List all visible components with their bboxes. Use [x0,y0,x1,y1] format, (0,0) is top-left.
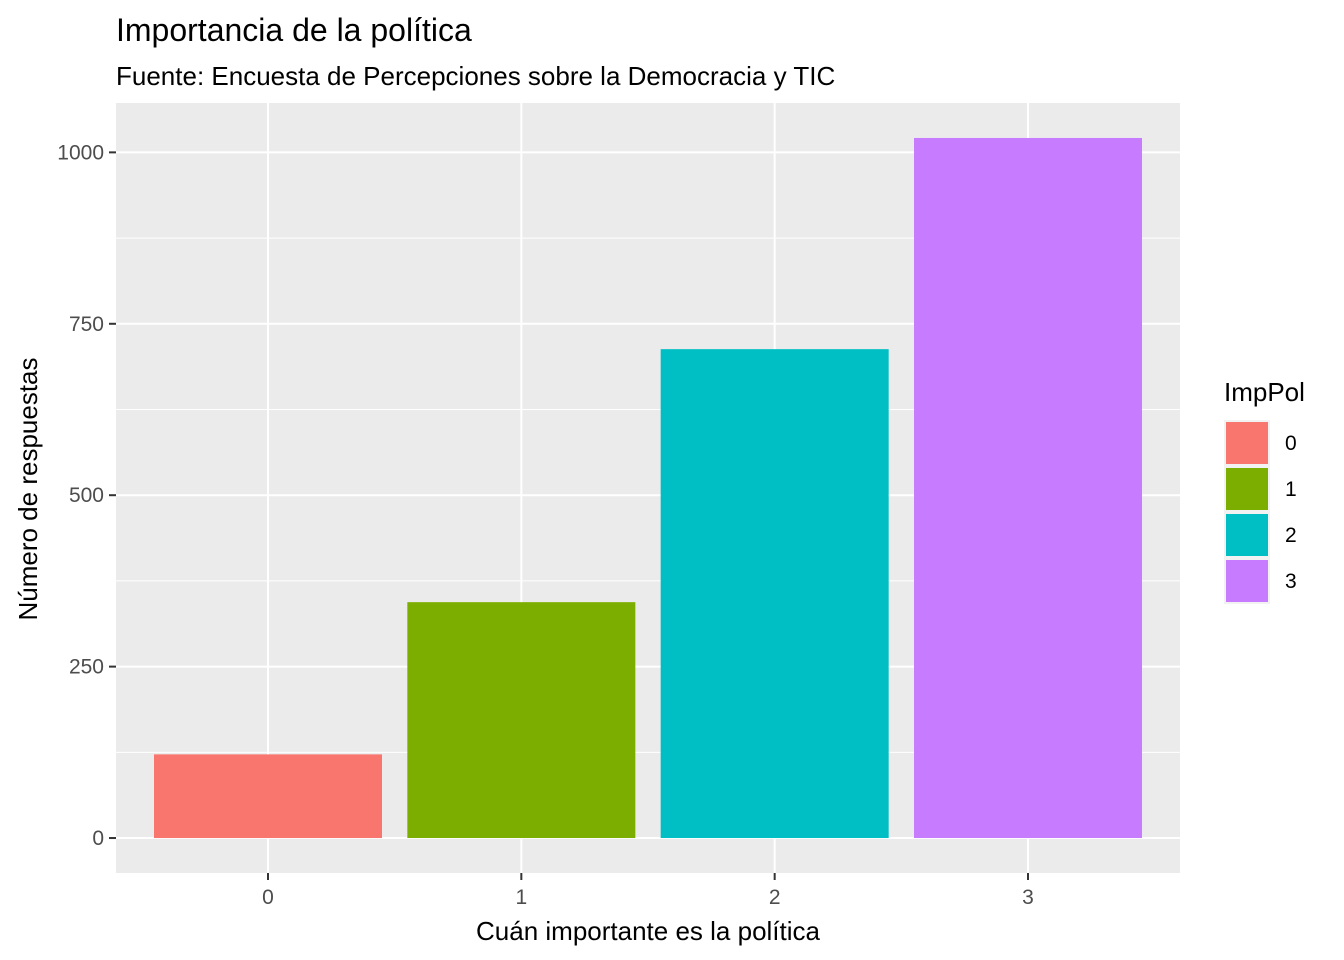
x-tick-label: 0 [262,886,274,909]
legend-label: 0 [1285,432,1297,455]
bar-2 [660,349,889,839]
plot-panel [116,103,1180,873]
bars [154,137,1142,839]
x-axis: 0 1 2 3 [262,873,1034,909]
bar-3 [914,137,1142,839]
y-tick-label: 1000 [57,141,104,164]
legend-swatch-3 [1226,560,1268,602]
bar-1 [407,602,636,839]
chart-title: Importancia de la política [116,12,472,48]
chart-subtitle: Fuente: Encuesta de Percepciones sobre l… [116,61,835,91]
legend-swatch-2 [1226,514,1268,556]
legend-label: 1 [1285,478,1297,501]
bar-0 [154,754,382,839]
y-tick-label: 750 [69,313,104,336]
legend-swatch-1 [1226,468,1268,510]
x-axis-title: Cuán importante es la política [476,916,821,946]
y-axis: 0 250 500 750 1000 [57,141,116,850]
y-tick-label: 250 [69,656,104,679]
legend-swatch-0 [1226,422,1268,464]
legend-title: ImpPol [1224,377,1305,407]
legend-label: 3 [1285,570,1297,593]
y-axis-title: Número de respuestas [13,357,43,620]
y-tick-label: 0 [92,827,104,850]
x-tick-label: 2 [769,886,781,909]
legend-label: 2 [1285,524,1297,547]
y-tick-label: 500 [69,484,104,507]
x-tick-label: 3 [1022,886,1034,909]
legend: ImpPol 0 1 2 3 [1224,377,1305,604]
x-tick-label: 1 [515,886,527,909]
